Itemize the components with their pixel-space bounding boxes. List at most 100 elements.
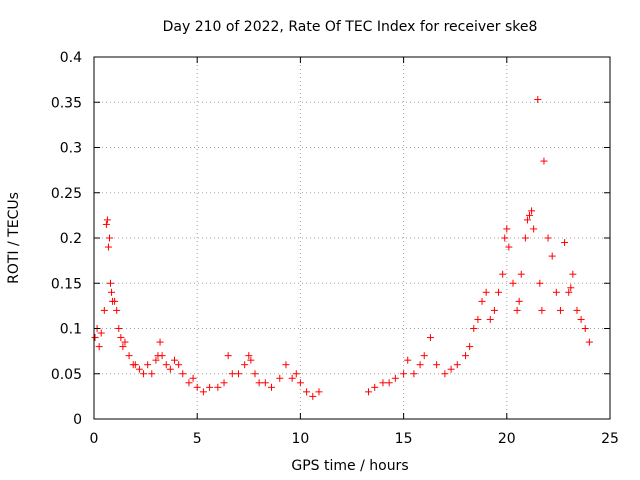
x-tick-label: 15 [395, 431, 413, 447]
y-tick-label: 0 [73, 412, 82, 428]
data-point [552, 288, 560, 296]
data-point [495, 288, 503, 296]
data-point [521, 234, 529, 242]
data-point [162, 361, 170, 369]
data-point [453, 361, 461, 369]
data-point [433, 361, 441, 369]
data-point [503, 225, 511, 233]
y-tick-label: 0.25 [51, 186, 82, 202]
data-point [303, 388, 311, 396]
data-point [199, 388, 207, 396]
data-point [179, 370, 187, 378]
data-point [245, 352, 253, 360]
data-point [490, 306, 498, 314]
x-tick-label: 25 [601, 431, 619, 447]
data-point [166, 365, 174, 373]
data-point [501, 234, 509, 242]
data-point [125, 352, 133, 360]
data-point [115, 325, 123, 332]
data-point [371, 383, 379, 391]
data-point [536, 279, 544, 287]
data-point [292, 370, 300, 378]
data-point [102, 220, 110, 228]
data-point [131, 361, 139, 369]
data-point [577, 315, 585, 323]
data-point [410, 370, 418, 378]
data-point [206, 383, 214, 391]
data-point [561, 239, 569, 247]
data-point [234, 370, 242, 378]
y-tick-label: 0.35 [51, 95, 82, 111]
data-point [135, 365, 143, 373]
axis-ticks: 0 5 10 15 20 25 0 0.05 0.1 0.15 0.2 0.25 0.3 0.35 0.4 [51, 50, 619, 447]
chart-title: Day 210 of 2022, Rate Of TEC Index for r… [163, 19, 538, 35]
data-point [214, 383, 222, 391]
data-point [513, 306, 521, 314]
data-point [548, 252, 556, 260]
data-point [466, 343, 474, 351]
data-point [170, 356, 178, 364]
data-point [119, 343, 127, 351]
grid-lines [94, 57, 610, 419]
x-axis-label: GPS time / hours [291, 458, 408, 474]
data-point [268, 383, 276, 391]
data-point [585, 338, 593, 346]
data-point [148, 370, 156, 378]
x-tick-label: 10 [291, 431, 309, 447]
data-point [276, 374, 284, 382]
data-point [556, 306, 564, 314]
data-point [569, 270, 577, 278]
data-point [441, 370, 449, 378]
y-tick-label: 0.4 [60, 50, 82, 66]
data-point [185, 379, 193, 387]
data-point [515, 297, 523, 305]
data-point [103, 216, 111, 224]
data-point [228, 370, 236, 378]
data-point [224, 352, 232, 360]
data-point [528, 207, 536, 215]
x-tick-label: 0 [90, 431, 99, 447]
data-point [526, 211, 534, 219]
data-point [282, 361, 290, 369]
data-point [255, 379, 263, 387]
data-point [544, 234, 552, 242]
data-point [111, 297, 119, 305]
data-point [296, 379, 304, 387]
data-point [107, 279, 115, 287]
data-point [505, 243, 513, 251]
data-point [573, 306, 581, 314]
data-point [447, 365, 455, 373]
data-point [499, 270, 507, 278]
data-point [288, 374, 296, 382]
data-point [108, 288, 116, 296]
y-tick-label: 0.15 [51, 276, 82, 292]
y-tick-label: 0.3 [60, 141, 82, 157]
data-point [241, 361, 249, 369]
y-tick-label: 0.05 [51, 367, 82, 383]
data-point [104, 243, 112, 251]
data-point [385, 379, 393, 387]
data-points [91, 96, 593, 400]
data-point [400, 370, 408, 378]
y-tick-label: 0.2 [60, 231, 82, 247]
data-point [462, 352, 470, 360]
data-point [379, 379, 387, 387]
data-point [105, 234, 113, 242]
plot-frame [93, 56, 611, 420]
data-point [482, 288, 490, 296]
data-point [175, 361, 183, 369]
data-point [100, 306, 108, 314]
data-point [113, 306, 121, 314]
data-point [189, 374, 197, 382]
data-point [567, 284, 575, 292]
data-point [95, 343, 103, 351]
data-point [565, 288, 573, 296]
data-point [517, 270, 525, 278]
data-point [158, 352, 166, 360]
data-point [538, 306, 546, 314]
y-tick-label: 0.1 [60, 322, 82, 338]
data-point [470, 325, 478, 332]
data-point [97, 329, 105, 337]
data-point [404, 356, 412, 364]
